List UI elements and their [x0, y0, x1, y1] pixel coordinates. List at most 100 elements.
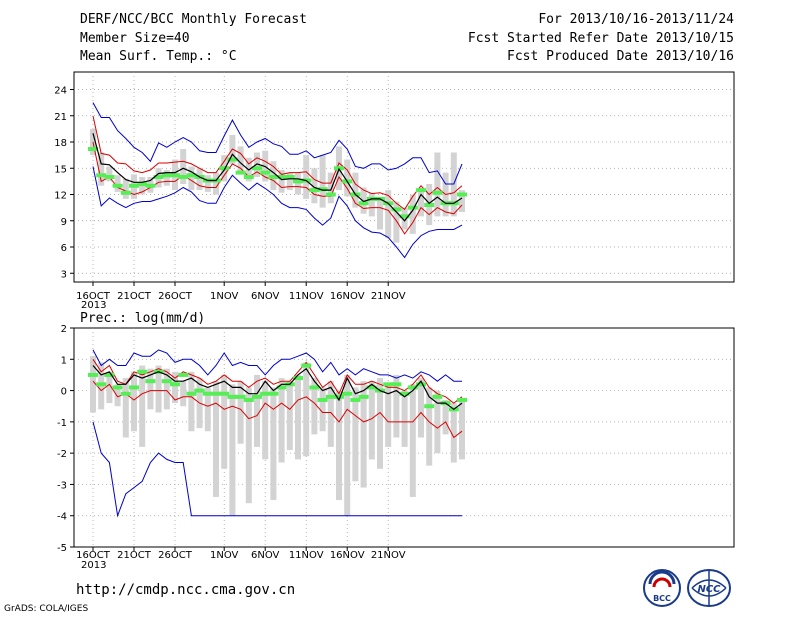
spread-box: [401, 390, 408, 447]
median-mark: [120, 391, 131, 396]
spread-box: [172, 371, 178, 404]
spread-box: [336, 390, 342, 501]
median-mark: [317, 187, 328, 192]
spread-box: [155, 365, 162, 413]
spread-box: [377, 378, 383, 469]
median-mark: [350, 397, 361, 402]
upper-line: [92, 115, 463, 211]
spread-box: [418, 190, 424, 217]
y-tick-label: -5: [57, 543, 67, 554]
median-mark: [432, 190, 443, 195]
mean-line: [92, 365, 463, 411]
spread-box: [295, 172, 301, 195]
spread-box: [278, 170, 285, 193]
y-tick-label: 0: [61, 387, 67, 398]
median-mark: [416, 382, 426, 387]
variable-label: Mean Surf. Temp.: °C: [80, 49, 237, 64]
ncc-logo-icon: NCC: [687, 569, 731, 607]
spread-box: [122, 178, 129, 199]
spread-box: [163, 368, 170, 410]
spread-box: [319, 387, 326, 432]
spread-box: [237, 146, 244, 173]
median-mark: [252, 166, 262, 171]
spread-box: [163, 170, 170, 186]
min-line: [92, 166, 463, 259]
x-tick-label: 21NOV: [371, 291, 406, 302]
median-mark: [145, 379, 156, 384]
max-line: [92, 102, 463, 185]
lower-line: [92, 380, 463, 439]
median-mark: [186, 173, 197, 178]
spread-box: [286, 172, 293, 191]
spread-box: [180, 149, 187, 184]
y-tick-label: 2: [61, 324, 67, 335]
median-mark: [211, 391, 221, 396]
spread-box: [204, 175, 211, 192]
median-mark: [391, 207, 402, 212]
spread-box: [459, 399, 465, 460]
median-mark: [137, 369, 148, 374]
y-tick-label: 12: [54, 191, 67, 202]
year-label: 2013: [81, 300, 106, 311]
median-mark: [457, 397, 467, 402]
spread-box: [327, 381, 334, 447]
median-mark: [325, 394, 336, 399]
median-mark: [227, 394, 238, 399]
median-mark: [284, 175, 295, 179]
median-mark: [235, 170, 246, 175]
x-tick-label: 6NOV: [251, 291, 280, 302]
spread-box: [229, 384, 236, 516]
median-mark: [432, 394, 443, 399]
spread-box: [221, 374, 228, 469]
y-tick-label: -4: [57, 512, 67, 523]
median-mark: [325, 192, 336, 197]
spread-box: [409, 384, 416, 497]
median-mark: [424, 404, 435, 409]
median-mark: [202, 391, 213, 396]
median-mark: [342, 391, 353, 396]
spread-box: [295, 374, 301, 460]
bcc-logo-icon: BCC: [643, 569, 681, 607]
median-mark: [276, 385, 287, 390]
y-tick-label: 9: [61, 217, 67, 228]
spread-box: [122, 378, 129, 438]
median-mark: [407, 205, 418, 210]
spread-box: [434, 152, 441, 217]
median-mark: [268, 391, 279, 396]
median-mark: [96, 173, 107, 178]
y-tick-label: 24: [54, 86, 67, 97]
median-mark: [424, 203, 435, 207]
median-mark: [366, 385, 377, 390]
x-tick-label: 26OCT: [158, 291, 193, 302]
spread-box: [254, 374, 260, 447]
median-mark: [153, 175, 164, 179]
min-line: [92, 421, 462, 518]
median-mark: [235, 394, 246, 399]
x-tick-label: 6NOV: [251, 550, 280, 561]
grads-credit: GrADS: COLA/IGES: [4, 604, 89, 614]
median-mark: [358, 201, 369, 206]
spread-box: [401, 207, 408, 230]
ncc-logo-text: NCC: [697, 584, 721, 595]
spread-box: [114, 175, 121, 192]
y-tick-label: 3: [61, 269, 67, 280]
spread-box: [204, 387, 211, 432]
spread-box: [344, 159, 351, 197]
spread-box: [98, 152, 105, 186]
median-mark: [129, 385, 139, 390]
spread-box: [131, 371, 137, 432]
spread-box: [188, 166, 195, 191]
spread-box: [188, 371, 195, 432]
spread-box: [385, 190, 392, 239]
median-mark: [88, 147, 98, 151]
spread-box: [360, 187, 367, 214]
x-tick-label: 16NOV: [330, 550, 365, 561]
median-mark: [219, 166, 230, 171]
median-mark: [399, 214, 410, 219]
spread-box: [327, 172, 334, 204]
median-mark: [137, 182, 148, 186]
x-tick-label: 11NOV: [289, 550, 324, 561]
spread-box: [434, 390, 441, 454]
source-url[interactable]: http://cmdp.ncc.cma.gov.cn: [76, 582, 296, 598]
